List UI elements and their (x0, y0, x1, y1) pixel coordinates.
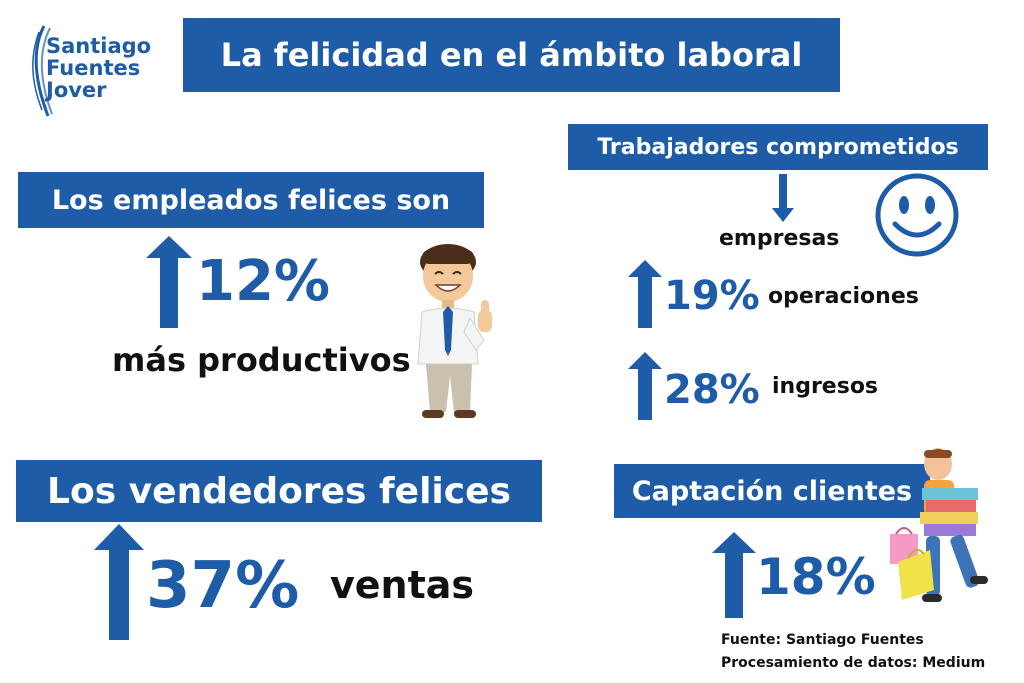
employees-stat: 12% (196, 249, 331, 314)
sellers-heading: Los vendedores felices (47, 470, 511, 512)
logo-line-1: Santiago (46, 34, 152, 58)
source-line-1: Fuente: Santiago Fuentes (721, 632, 924, 648)
revenue-label: ingresos (772, 374, 879, 399)
sales-stat: 37% (146, 549, 300, 623)
up-arrow-icon (628, 260, 662, 328)
employees-heading: Los empleados felices son (51, 184, 451, 216)
title-banner: La felicidad en el ámbito laboral (183, 18, 840, 92)
up-arrow-icon (94, 524, 144, 640)
logo-line-3: Jover (46, 78, 107, 102)
logo-line-2: Fuentes (46, 56, 141, 80)
down-arrow-icon (772, 174, 794, 222)
shopper-with-gifts-illustration (890, 448, 988, 602)
committed-heading-banner: Trabajadores comprometidos (568, 124, 988, 170)
sales-label: ventas (330, 563, 475, 607)
clients-stat: 18% (756, 548, 876, 606)
operations-stat: 19% (664, 273, 760, 319)
up-arrow-icon (146, 236, 192, 328)
clients-heading: Captación clientes (631, 475, 913, 507)
companies-label: empresas (719, 226, 840, 251)
up-arrow-icon (712, 532, 756, 618)
up-arrow-icon (628, 352, 662, 420)
page-title: La felicidad en el ámbito laboral (220, 36, 803, 74)
operations-label: operaciones (768, 284, 919, 309)
employees-text: más productivos (112, 341, 411, 379)
logo: Santiago Fuentes Jover (30, 24, 180, 119)
source-line-2: Procesamiento de datos: Medium (721, 655, 986, 671)
committed-heading: Trabajadores comprometidos (597, 134, 959, 160)
smiley-icon (875, 173, 959, 257)
clients-heading-banner: Captación clientes (614, 464, 930, 518)
revenue-stat: 28% (664, 367, 760, 413)
sellers-heading-banner: Los vendedores felices (16, 460, 542, 522)
employees-heading-banner: Los empleados felices son (18, 172, 484, 228)
logo-swoosh-icon (32, 25, 53, 117)
businessman-thumbs-up-illustration (417, 244, 492, 418)
